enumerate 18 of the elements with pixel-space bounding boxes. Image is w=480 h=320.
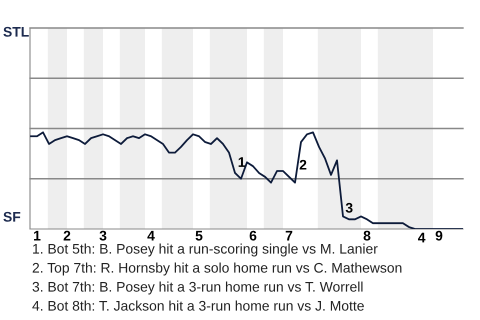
text: 1. Bot 5th: B. Posey hit a run-scoring single vs M. Lanier <box>33 244 378 256</box>
x-tick-label: 6 <box>250 230 256 241</box>
x-tick-label: 8 <box>364 230 370 241</box>
annotation: 2 <box>300 160 306 170</box>
x-tick-label: 7 <box>286 230 292 240</box>
x-tick-label: 4 <box>147 230 155 240</box>
x-tick-label: 2 <box>64 230 70 240</box>
text: 3. Bot 7th: B. Posey hit a 3-run home run vs T. Worrell <box>32 282 363 294</box>
x-tick-label: 3 <box>99 230 106 241</box>
annotation: 3 <box>346 202 353 213</box>
text: 4. Bot 8th: T. Jackson hit a 3-run home run vs J. Motte <box>32 300 364 311</box>
annotation: 1 <box>238 157 246 167</box>
x-tick-label: 9 <box>436 230 442 241</box>
x-tick-label: 1 <box>34 230 40 240</box>
text: STL <box>3 26 29 37</box>
text: SF <box>3 212 20 222</box>
text: 2. Top 7th: R. Hornsby hit a solo home run vs C. Mathewson <box>32 262 402 276</box>
x-tick-label: 5 <box>196 230 202 241</box>
